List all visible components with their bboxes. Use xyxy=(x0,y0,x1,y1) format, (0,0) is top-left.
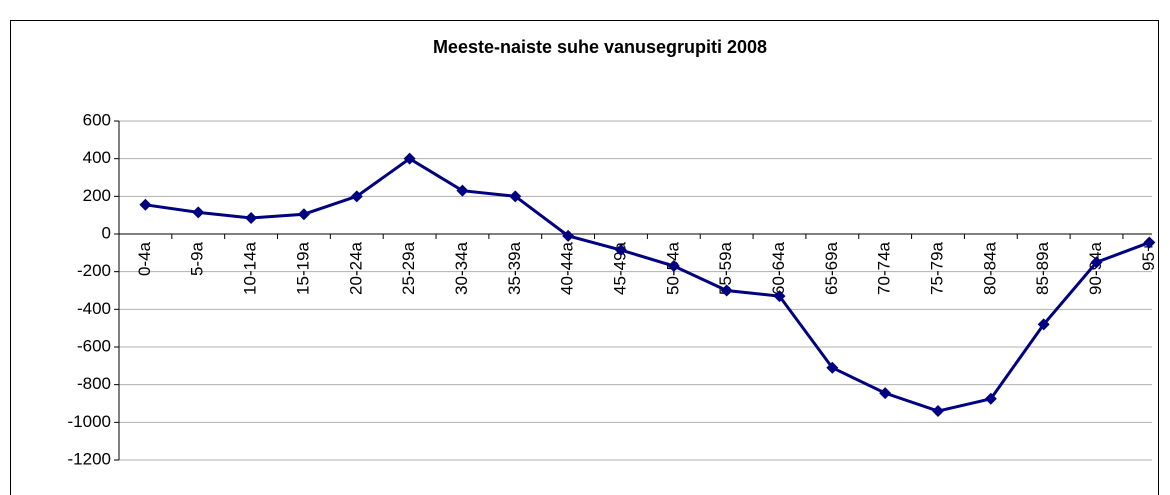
data-marker xyxy=(667,260,680,273)
x-tick-label: 75-79a xyxy=(927,241,946,294)
data-marker xyxy=(245,211,258,224)
data-marker xyxy=(403,152,416,165)
data-marker xyxy=(614,244,627,257)
x-tick-label: 65-69a xyxy=(822,241,841,294)
x-tick-label: 55-59a xyxy=(716,241,735,294)
data-marker xyxy=(1090,256,1103,269)
y-tick-label: -200 xyxy=(77,261,111,280)
data-marker xyxy=(350,190,363,203)
data-marker xyxy=(1037,318,1050,331)
y-tick-label: 200 xyxy=(83,186,111,205)
y-tick-label: -1000 xyxy=(68,412,111,431)
x-tick-label: 20-24a xyxy=(346,241,365,294)
x-tick-label: 95+ xyxy=(1139,242,1158,271)
x-tick-label: 5-9a xyxy=(188,241,207,276)
data-marker xyxy=(297,208,310,221)
x-tick-label: 40-44a xyxy=(558,241,577,294)
x-tick-label: 45-49a xyxy=(610,241,629,294)
data-marker xyxy=(932,405,945,418)
x-tick-label: 70-74a xyxy=(875,241,894,294)
x-tick-label: 90-94a xyxy=(1086,241,1105,294)
data-marker xyxy=(562,229,575,242)
data-line xyxy=(145,156,1150,413)
data-marker xyxy=(826,361,839,374)
y-tick-label: -600 xyxy=(77,336,111,355)
y-tick-label: -1200 xyxy=(68,449,111,468)
y-tick-label: 600 xyxy=(83,110,111,129)
data-marker xyxy=(192,206,205,219)
x-tick-label: 30-34a xyxy=(452,241,471,294)
x-tick-label: 80-84a xyxy=(980,241,999,294)
y-tick-label: -400 xyxy=(77,299,111,318)
data-marker xyxy=(456,184,469,197)
x-tick-label: 25-29a xyxy=(399,241,418,294)
x-tick-label: 0-4a xyxy=(135,241,154,276)
data-marker xyxy=(720,284,733,297)
x-tick-label: 85-89a xyxy=(1033,241,1052,294)
data-marker xyxy=(509,190,522,203)
data-marker xyxy=(773,290,786,303)
data-marker xyxy=(984,392,997,405)
y-tick-label: 400 xyxy=(83,148,111,167)
data-marker xyxy=(1143,236,1156,249)
x-tick-label: 35-39a xyxy=(505,241,524,294)
data-marker xyxy=(879,387,892,400)
chart-title: Meeste-naiste suhe vanusegrupiti 2008 xyxy=(433,37,767,57)
y-tick-label: -800 xyxy=(77,374,111,393)
data-marker xyxy=(139,198,152,211)
x-tick-label: 15-19a xyxy=(293,241,312,294)
x-tick-label: 60-64a xyxy=(769,241,788,294)
x-tick-label: 10-14a xyxy=(241,241,260,294)
y-tick-label: 0 xyxy=(102,223,111,242)
chart-border xyxy=(10,20,1159,495)
